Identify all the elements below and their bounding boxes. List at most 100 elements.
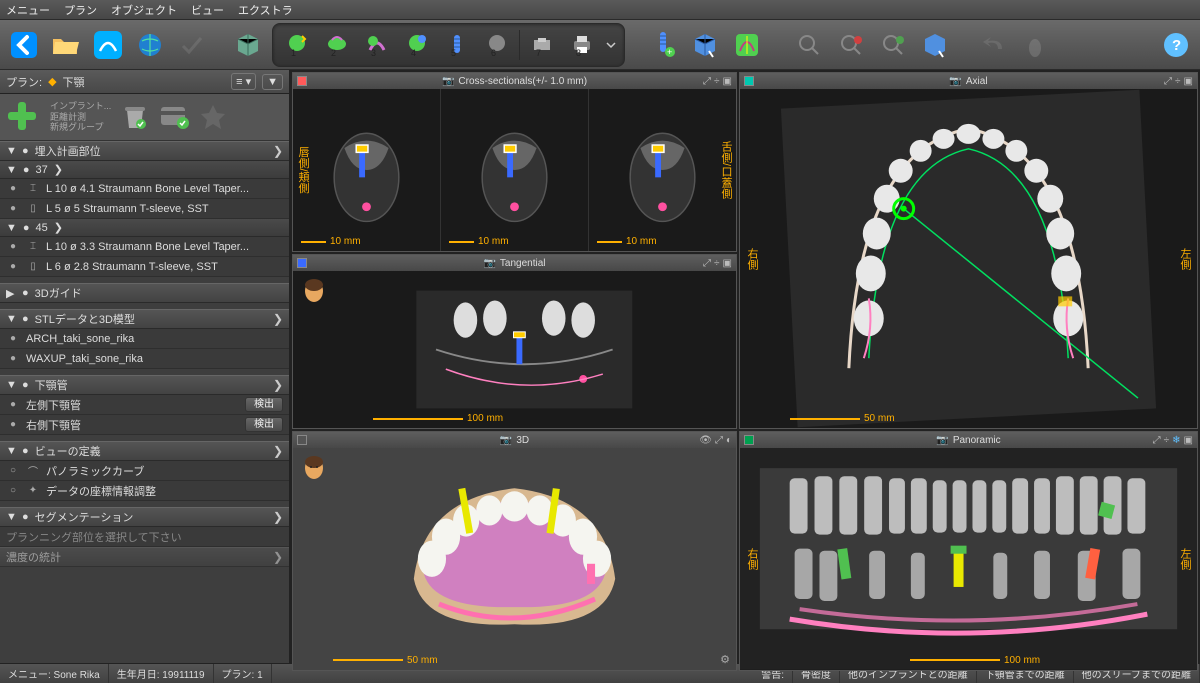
camera-icon[interactable]: 📷 xyxy=(442,76,454,87)
toggle-icon[interactable]: ◐ xyxy=(726,435,732,446)
add-icon[interactable] xyxy=(6,100,40,134)
globe-button[interactable] xyxy=(132,27,168,63)
gear-icon[interactable]: ⚙ xyxy=(720,653,730,666)
split-icon[interactable]: ÷ xyxy=(1175,76,1181,87)
status-plan: プラン: 1 xyxy=(214,664,272,683)
sleeve-item[interactable]: ●▯L 6 ø 2.8 Straumann T-sleeve, SST xyxy=(0,257,289,277)
implant-item[interactable]: ●⌶L 10 ø 4.1 Straumann Bone Level Taper.… xyxy=(0,179,289,199)
stl-item[interactable]: ●ARCH_taki_sone_rika xyxy=(0,329,289,349)
3d-pane[interactable]: 📷 3D 👁⤢◐ xyxy=(292,431,737,671)
panoramic-pane[interactable]: 📷Panoramic ⤢÷❄▣ 右側 左側 xyxy=(739,431,1198,671)
menu-item[interactable]: メニュー xyxy=(6,2,50,18)
tool-1[interactable]: 1 xyxy=(279,27,315,63)
max-icon[interactable]: ▣ xyxy=(723,258,732,269)
undo-button[interactable] xyxy=(975,27,1011,63)
pane-color-icon xyxy=(297,76,307,86)
section-segmentation[interactable]: ▼●セグメンテーション❯ xyxy=(0,507,289,527)
expand-icon[interactable]: ⤢ xyxy=(703,258,711,269)
dropdown-arrow[interactable] xyxy=(604,27,618,63)
expand-icon[interactable]: ⤢ xyxy=(703,76,711,87)
section-stl[interactable]: ▼●STLデータと3D模型❯ xyxy=(0,309,289,329)
nerve-item[interactable]: ●右側下顎管検出 xyxy=(0,415,289,435)
tool-3[interactable]: 3 xyxy=(359,27,395,63)
detect-button[interactable]: 検出 xyxy=(245,397,283,412)
open-folder-button[interactable] xyxy=(48,27,84,63)
text: 距離計測 xyxy=(50,112,111,123)
snow-icon[interactable]: ❄ xyxy=(1172,435,1180,446)
help-button[interactable]: ? xyxy=(1158,27,1194,63)
menu-item[interactable]: エクストラ xyxy=(238,2,293,18)
implant-add-button[interactable]: + xyxy=(645,27,681,63)
split-icon[interactable]: ÷ xyxy=(714,76,720,87)
tool-5[interactable]: 5 xyxy=(439,27,475,63)
section-mandible[interactable]: ▼●下顎管❯ xyxy=(0,375,289,395)
svg-text:6: 6 xyxy=(491,48,496,58)
cube-click-button[interactable] xyxy=(917,27,953,63)
zoom-out-button[interactable] xyxy=(875,27,911,63)
approve-button[interactable] xyxy=(174,27,210,63)
group-37[interactable]: ▼●37❯ xyxy=(0,161,289,179)
axial-pane[interactable]: 📷Axial ⤢÷▣ 右側 左側 xyxy=(739,72,1198,429)
view-item[interactable]: ○⌒パノラミックカーブ xyxy=(0,461,289,481)
menu-bar: メニュー プラン オブジェクト ビュー エクストラ xyxy=(0,0,1200,20)
cube-select-button[interactable] xyxy=(687,27,723,63)
split-icon[interactable]: ÷ xyxy=(1164,435,1170,446)
menu-icon[interactable]: ≡ ▾ xyxy=(231,73,256,90)
max-icon[interactable]: ▣ xyxy=(1184,76,1193,87)
nerve-item[interactable]: ●左側下顎管検出 xyxy=(0,395,289,415)
expand-icon[interactable]: ⤢ xyxy=(1153,435,1161,446)
redo-button[interactable] xyxy=(1017,27,1053,63)
camera-icon[interactable]: 📷 xyxy=(483,258,495,269)
pane-title: 3D xyxy=(516,435,529,446)
camera-icon[interactable]: 📷 xyxy=(949,76,961,87)
side-label: 左側 xyxy=(1177,248,1193,270)
status-birth: 生年月日: 19911119 xyxy=(109,664,214,683)
implant-item[interactable]: ●⌶L 10 ø 3.3 Straumann Bone Level Taper.… xyxy=(0,237,289,257)
curve-tool-button[interactable] xyxy=(90,27,126,63)
expand-icon[interactable]: ⤢ xyxy=(715,435,723,446)
plan-label: プラン: xyxy=(6,74,42,90)
detect-button[interactable]: 検出 xyxy=(245,417,283,432)
section-implant-sites[interactable]: ▼●埋入計画部位❯ xyxy=(0,141,289,161)
pane-color-icon xyxy=(297,435,307,445)
svg-text:4: 4 xyxy=(411,48,416,58)
split-icon[interactable]: ÷ xyxy=(714,258,720,269)
tool-2[interactable]: 2 xyxy=(319,27,355,63)
view-item[interactable]: ○✦データの座標情報調整 xyxy=(0,481,289,501)
sleeve-item[interactable]: ●▯L 5 ø 5 Straumann T-sleeve, SST xyxy=(0,199,289,219)
filter-icon[interactable]: ▼ xyxy=(262,74,283,90)
back-button[interactable] xyxy=(6,27,42,63)
camera-icon[interactable]: 📷 xyxy=(500,435,512,446)
svg-text:1: 1 xyxy=(291,48,296,58)
cube-button[interactable] xyxy=(230,27,266,63)
eye-icon[interactable]: 👁 xyxy=(699,435,712,446)
card-check-icon[interactable] xyxy=(159,105,189,129)
expand-icon[interactable]: ⤢ xyxy=(1164,76,1172,87)
menu-item[interactable]: プラン xyxy=(64,2,97,18)
group-45[interactable]: ▼●45❯ xyxy=(0,219,289,237)
action-icon-row: インプラント... 距離計測 新規グループ xyxy=(0,94,289,141)
tool-6[interactable]: 6 xyxy=(479,27,515,63)
trash-icon[interactable] xyxy=(121,102,149,132)
svg-text:7: 7 xyxy=(536,48,541,58)
cross-sectional-pane[interactable]: 📷Cross-sectionals(+/- 1.0 mm) ⤢÷▣ 唇側/頬側 xyxy=(292,72,737,252)
section-3d-guide[interactable]: ▶●3Dガイド xyxy=(0,283,289,303)
zoom-in-button[interactable] xyxy=(833,27,869,63)
print-button[interactable]: 8 xyxy=(564,27,600,63)
max-icon[interactable]: ▣ xyxy=(1184,435,1193,446)
stl-item[interactable]: ●WAXUP_taki_sone_rika xyxy=(0,349,289,369)
tool-7[interactable]: 7 xyxy=(524,27,560,63)
arch-button[interactable] xyxy=(729,27,765,63)
menu-item[interactable]: オブジェクト xyxy=(111,2,177,18)
seg-note: プランニング部位を選択して下さい xyxy=(0,527,289,547)
camera-icon[interactable]: 📷 xyxy=(936,435,948,446)
side-label: 左側 xyxy=(1177,548,1193,570)
section-density[interactable]: 濃度の統計❯ xyxy=(0,547,289,567)
section-view-def[interactable]: ▼●ビューの定義❯ xyxy=(0,441,289,461)
zoom-button[interactable] xyxy=(791,27,827,63)
max-icon[interactable]: ▣ xyxy=(723,76,732,87)
tool-4[interactable]: 4 xyxy=(399,27,435,63)
star-icon[interactable] xyxy=(199,103,227,131)
tangential-pane[interactable]: 📷Tangential ⤢÷▣ 100 mm xyxy=(292,254,737,429)
menu-item[interactable]: ビュー xyxy=(191,2,224,18)
